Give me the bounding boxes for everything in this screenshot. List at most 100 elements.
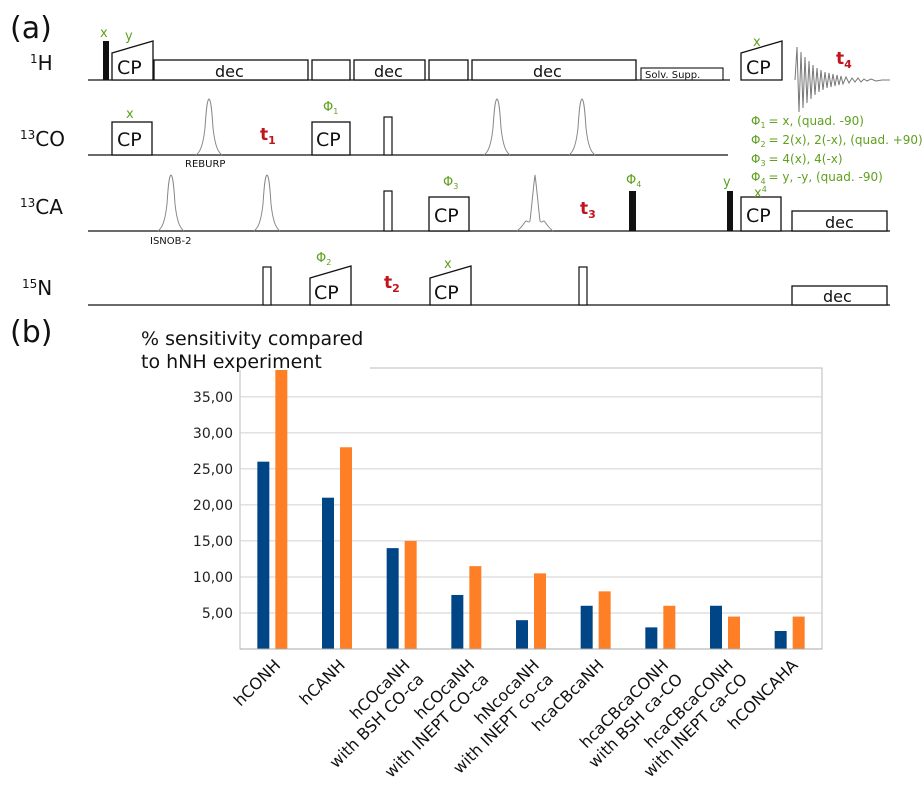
co-cp-2 bbox=[311, 121, 351, 156]
co-cp-1-phase: x bbox=[126, 107, 134, 122]
phase-legend-line-3: Φ3 = 4(x), 4(-x) bbox=[751, 152, 843, 168]
bar-series-1 bbox=[580, 605, 593, 649]
h-cp-final-phase-x: x bbox=[753, 35, 761, 50]
t1-label: t1 bbox=[260, 125, 276, 147]
phase-legend-line-2: Φ2 = 2(x), 2(-x), (quad. +90) bbox=[751, 133, 922, 149]
n-180-pulse-2 bbox=[578, 266, 588, 306]
h-solvent-suppression bbox=[640, 67, 724, 81]
co-cp-1 bbox=[111, 121, 153, 156]
y-tick-label: 25,00 bbox=[193, 462, 233, 478]
h-dec-block-1 bbox=[153, 59, 309, 81]
phase-legend-line-1: Φ1 = x, (quad. -90) bbox=[751, 114, 864, 130]
n-cp-ramp-2 bbox=[429, 265, 472, 306]
h-cp-final-label: CP bbox=[746, 57, 771, 79]
co-selective-pulse-3 bbox=[568, 98, 596, 156]
panel-b-label: (b) bbox=[10, 315, 52, 350]
y-tick-label: 5,00 bbox=[202, 606, 233, 622]
h-cp-phase-y: y bbox=[125, 29, 133, 44]
phi1-label: Φ1 bbox=[323, 100, 338, 116]
n-cp-2-label: CP bbox=[434, 282, 459, 304]
reburp-label: REBURP bbox=[185, 159, 225, 170]
isnob-pulse bbox=[157, 174, 185, 232]
h-solvent-suppression-label: Solv. Supp. bbox=[645, 70, 700, 81]
bar-series-1 bbox=[257, 461, 270, 649]
channel-label-13co: 13CO bbox=[20, 127, 65, 151]
ca-180-pulse bbox=[383, 190, 393, 232]
y-tick-label: 15,00 bbox=[193, 534, 233, 550]
bar-series-1 bbox=[645, 627, 658, 649]
h-90-pulse bbox=[103, 41, 109, 80]
bar-series-2 bbox=[340, 447, 352, 649]
ca-dec-label: dec bbox=[825, 213, 854, 232]
bar-series-2 bbox=[792, 616, 805, 649]
co-cp-1-label: CP bbox=[117, 129, 142, 151]
x-category-label: hCANH bbox=[296, 655, 349, 708]
h-cp-ramp bbox=[111, 40, 154, 81]
y-axis-ticks: 5,00 10,00 15,00 20,00 25,00 30,00 35,00 bbox=[193, 390, 233, 622]
ca-selective-pulse-3 bbox=[516, 174, 554, 232]
ca-pulse-phase-y: y bbox=[723, 175, 731, 190]
n-180-pulse-1 bbox=[262, 266, 272, 306]
y-tick-label: 30,00 bbox=[193, 426, 233, 442]
bar-series-1 bbox=[451, 594, 464, 649]
t4-label: t4 bbox=[836, 49, 852, 71]
ca-cp-final-label: CP bbox=[746, 205, 771, 227]
bar-series-2 bbox=[534, 573, 546, 649]
phase-cycle-legend: Φ1 = x, (quad. -90) Φ2 = 2(x), 2(-x), (qua… bbox=[751, 114, 922, 186]
ca-cp-1 bbox=[428, 196, 470, 232]
n-dec-label: dec bbox=[823, 287, 852, 306]
bar-series-2 bbox=[728, 616, 740, 649]
x-category-label: hCONH bbox=[230, 655, 284, 709]
fid-acquisition bbox=[794, 46, 890, 113]
n-cp-1-label: CP bbox=[314, 282, 339, 304]
co-selective-pulse-2 bbox=[483, 98, 511, 156]
bar-series-1 bbox=[386, 548, 399, 649]
bar-series-2 bbox=[404, 540, 417, 649]
ca-90-pulse bbox=[629, 191, 636, 231]
h-pulse-phase-x: x bbox=[100, 26, 108, 41]
h-dec-label-3: dec bbox=[533, 62, 562, 81]
n-cp-2-phase-x: x bbox=[444, 257, 452, 272]
co-cp-2-label: CP bbox=[316, 129, 341, 151]
bar-series-1 bbox=[516, 620, 528, 649]
chart-title-line-1: % sensitivity compared bbox=[141, 328, 363, 350]
panel-a-label: (a) bbox=[10, 11, 52, 46]
h-dec-block-4 bbox=[428, 59, 469, 81]
n-dec-block bbox=[791, 285, 888, 306]
ca-90-pulse-y bbox=[727, 191, 733, 231]
phi2-label: Φ2 bbox=[316, 251, 331, 267]
t2-label: t2 bbox=[384, 273, 400, 295]
bar-series-2 bbox=[275, 368, 288, 649]
bars bbox=[257, 368, 805, 649]
y-tick-label: 35,00 bbox=[193, 390, 233, 406]
h-dec-block-5 bbox=[471, 59, 637, 81]
ca-cp-final bbox=[740, 196, 782, 232]
phi4-label: Φ4 bbox=[626, 173, 641, 189]
phase-legend-line-4: Φ4 = y, -y, (quad. -90) bbox=[751, 170, 883, 186]
bar-series-2 bbox=[598, 591, 611, 649]
h-dec-label-2: dec bbox=[374, 62, 403, 81]
h-dec-block-3 bbox=[353, 59, 426, 81]
channel-label-15n: 15N bbox=[22, 276, 52, 300]
ca-dec-block bbox=[791, 210, 888, 232]
n-cp-ramp-1 bbox=[309, 265, 352, 306]
ca-selective-pulse-2 bbox=[253, 174, 281, 232]
h-cp-label: CP bbox=[117, 57, 142, 79]
bar-series-2 bbox=[469, 566, 482, 649]
y-tick-label: 20,00 bbox=[193, 498, 233, 514]
channel-label-13ca: 13CA bbox=[20, 195, 63, 219]
sensitivity-bar-chart: 5,00 10,00 15,00 20,00 25,00 30,00 35,00 % sen… bbox=[130, 323, 823, 781]
chart-title-background bbox=[130, 323, 370, 370]
y-tick-label: 10,00 bbox=[193, 570, 233, 586]
channel-label-1h: 1H bbox=[30, 51, 53, 75]
co-180-pulse bbox=[383, 116, 393, 156]
h-cp-ramp-final bbox=[740, 40, 783, 81]
bar-series-1 bbox=[774, 630, 787, 649]
grid-lines bbox=[240, 396, 822, 614]
bar-series-1 bbox=[710, 605, 722, 649]
chart-title-line-2: to hNH experiment bbox=[141, 351, 322, 373]
phi3-label: Φ3 bbox=[443, 175, 458, 191]
ca-cp-1-label: CP bbox=[434, 205, 459, 227]
